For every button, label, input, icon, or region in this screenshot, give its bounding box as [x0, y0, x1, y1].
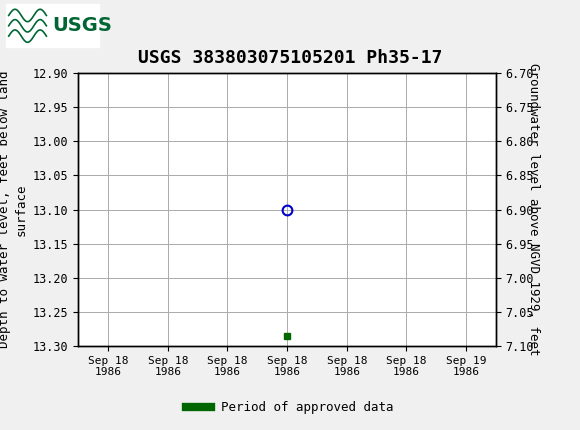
Text: USGS 383803075105201 Ph35-17: USGS 383803075105201 Ph35-17: [138, 49, 442, 67]
Y-axis label: Groundwater level above NGVD 1929, feet: Groundwater level above NGVD 1929, feet: [527, 63, 539, 356]
Y-axis label: Depth to water level, feet below land
surface: Depth to water level, feet below land su…: [0, 71, 27, 348]
Text: USGS: USGS: [52, 16, 112, 35]
Legend: Period of approved data: Period of approved data: [181, 396, 399, 419]
FancyBboxPatch shape: [6, 4, 99, 47]
